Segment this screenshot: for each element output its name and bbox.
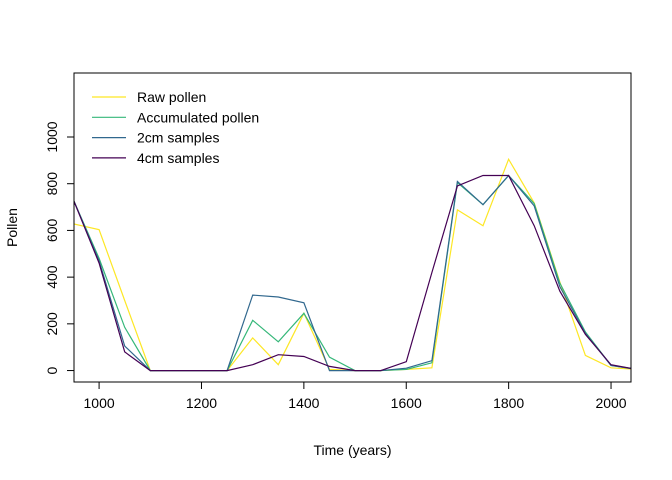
- plot-frame: [73, 72, 632, 383]
- legend-item: 2cm samples: [92, 130, 219, 146]
- y-tick-label: 400: [44, 265, 60, 289]
- x-tick-label: 1400: [288, 395, 319, 411]
- series-line-3: [74, 174, 631, 372]
- legend-label: Raw pollen: [137, 89, 206, 105]
- x-tick-label: 1200: [186, 395, 217, 411]
- legend-item: Accumulated pollen: [92, 109, 259, 125]
- x-tick-label: 2000: [595, 395, 626, 411]
- y-tick-label: 1000: [44, 121, 60, 152]
- y-tick-label: 0: [44, 366, 60, 374]
- legend-item: Raw pollen: [92, 89, 206, 105]
- y-axis-label: Pollen: [4, 208, 20, 247]
- legend-label: 4cm samples: [137, 150, 219, 166]
- legend-label: 2cm samples: [137, 130, 219, 146]
- y-tick-label: 600: [44, 219, 60, 243]
- x-tick-label: 1600: [391, 395, 422, 411]
- x-tick-label: 1000: [84, 395, 115, 411]
- y-tick-label: 800: [44, 172, 60, 196]
- x-axis-label: Time (years): [313, 442, 391, 458]
- legend-item: 4cm samples: [92, 150, 219, 166]
- x-tick-label: 1800: [493, 395, 524, 411]
- series-line-0: [74, 157, 631, 372]
- y-tick-label: 200: [44, 312, 60, 336]
- legend-label: Accumulated pollen: [137, 109, 259, 125]
